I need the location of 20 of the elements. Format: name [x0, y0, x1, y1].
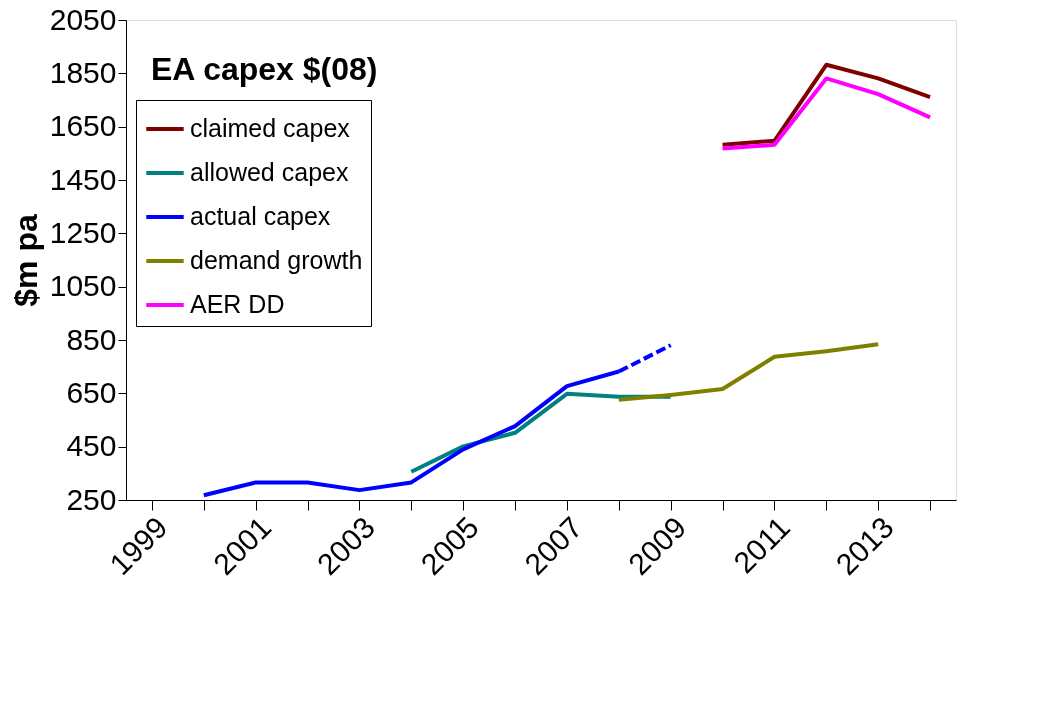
y-tick-label: 250 — [66, 482, 117, 516]
legend-label: claimed capex — [190, 114, 351, 142]
legend-label: actual capex — [190, 202, 331, 230]
legend-label: allowed capex — [190, 158, 349, 186]
y-tick-label: 650 — [66, 375, 117, 409]
line-series — [720, 76, 933, 151]
y-tick-label: 1250 — [49, 215, 117, 249]
legend-label: demand growth — [190, 246, 363, 274]
y-axis-title: $m pa — [7, 214, 44, 307]
y-tick-label: 1050 — [49, 269, 117, 303]
y-tick-label: 450 — [66, 429, 117, 463]
text: EA capex $(08) — [151, 51, 378, 87]
line-series — [616, 342, 881, 402]
y-tick-label: 850 — [66, 322, 117, 356]
line-series — [720, 62, 933, 147]
y-tick-label: 1650 — [49, 109, 117, 143]
legend-label: AER DD — [190, 290, 285, 318]
y-tick-label: 1450 — [49, 162, 117, 196]
y-tick-label: 2050 — [49, 2, 117, 36]
y-tick-label: 1850 — [49, 55, 117, 89]
